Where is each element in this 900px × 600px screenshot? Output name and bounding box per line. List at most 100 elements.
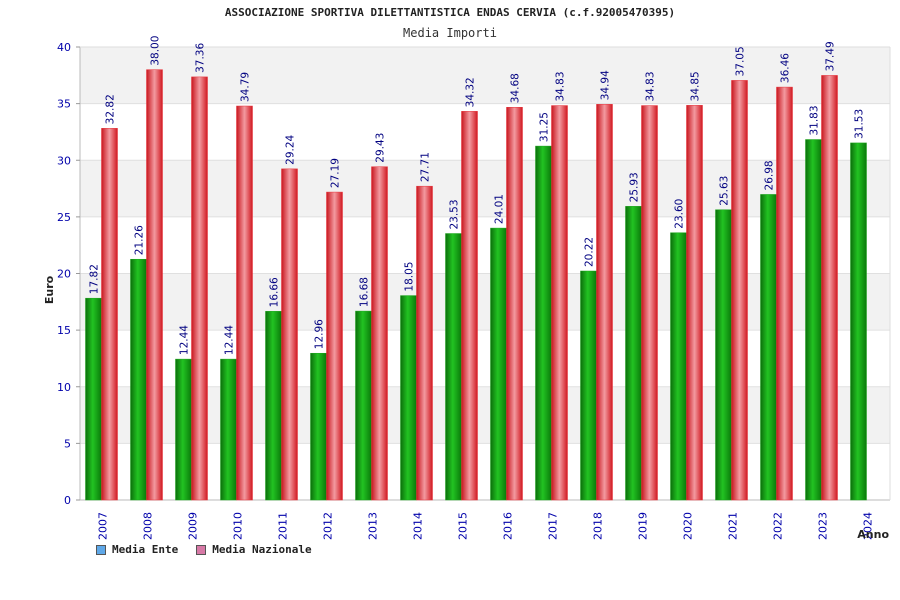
bar-media-nazionale (776, 86, 793, 501)
x-tick-label: 2020 (682, 512, 695, 540)
bar-media-ente (850, 142, 867, 501)
grid-band (80, 386, 890, 444)
data-label: 34.68 (510, 73, 522, 103)
legend-item-nazionale: Media Nazionale (196, 543, 312, 556)
x-tick-label: 2012 (322, 512, 335, 540)
x-tick-label: 2013 (367, 512, 380, 540)
bar-media-nazionale (101, 128, 118, 501)
legend-label-nazionale: Media Nazionale (212, 543, 312, 556)
bar-media-ente (535, 145, 552, 501)
bar-media-nazionale (146, 69, 163, 501)
y-tick-label: 15 (57, 324, 71, 337)
legend-label-ente: Media Ente (112, 543, 179, 556)
chart-title: ASSOCIAZIONE SPORTIVA DILETTANTISTICA EN… (224, 6, 676, 19)
data-label: 21.26 (134, 225, 146, 255)
bar-media-ente (445, 233, 462, 501)
y-tick-label: 30 (57, 154, 71, 167)
bar-media-ente (355, 310, 372, 501)
bar-media-nazionale (506, 106, 523, 501)
bar-media-nazionale (371, 166, 388, 501)
bar-media-nazionale (596, 104, 613, 501)
data-label: 31.25 (539, 112, 551, 142)
bar-media-nazionale (461, 111, 478, 501)
y-axis-label: Euro (43, 275, 56, 304)
y-tick-label: 40 (57, 41, 71, 54)
grid-band (80, 273, 890, 331)
data-label: 32.82 (105, 94, 117, 124)
bar-media-ente (310, 352, 327, 501)
x-tick-label: 2014 (412, 512, 425, 540)
y-tick-label: 5 (64, 437, 71, 450)
bar-media-ente (490, 227, 507, 501)
x-tick-label: 2023 (817, 512, 830, 540)
bar-media-ente (85, 297, 102, 501)
data-label: 34.94 (600, 70, 612, 100)
data-label: 23.60 (674, 199, 686, 229)
data-label: 16.66 (269, 277, 281, 307)
data-label: 34.85 (690, 71, 702, 101)
data-label: 25.63 (719, 176, 731, 206)
data-label: 29.24 (285, 134, 297, 164)
bar-media-ente (670, 232, 687, 501)
y-tick-label: 25 (57, 211, 71, 224)
bar-media-nazionale (416, 185, 433, 501)
bar-media-nazionale (821, 75, 838, 501)
bar-media-ente (580, 270, 597, 501)
bar-media-nazionale (281, 168, 298, 501)
data-label: 12.96 (314, 319, 326, 349)
legend-swatch-ente (96, 544, 106, 555)
data-label: 18.05 (404, 262, 416, 292)
y-tick-label: 35 (57, 98, 71, 111)
bar-media-ente (400, 295, 417, 501)
data-label: 34.32 (465, 77, 477, 107)
legend-swatch-nazionale (196, 544, 207, 555)
x-tick-label: 2018 (592, 512, 605, 540)
chart-subtitle: Media Importi (403, 26, 497, 40)
x-tick-label: 2017 (547, 512, 560, 540)
data-label: 27.19 (330, 158, 342, 188)
x-tick-label: 2011 (277, 512, 290, 540)
x-tick-label: 2009 (187, 512, 200, 540)
bar-media-ente (715, 209, 732, 501)
x-tick-label: 2021 (727, 512, 740, 540)
bar-media-nazionale (686, 105, 703, 501)
bar-media-nazionale (731, 80, 748, 501)
bar-media-ente (265, 311, 282, 501)
data-label: 12.44 (224, 325, 236, 355)
x-tick-label: 2008 (142, 512, 155, 540)
data-label: 34.83 (645, 71, 657, 101)
x-tick-label: 2024 (862, 512, 875, 540)
y-tick-label: 10 (57, 381, 71, 394)
data-label: 27.71 (420, 152, 432, 182)
data-label: 37.05 (735, 46, 747, 76)
data-label: 20.22 (584, 237, 596, 267)
bar-media-ente (805, 139, 822, 501)
x-tick-label: 2016 (502, 512, 515, 540)
bar-media-nazionale (641, 105, 658, 501)
data-label: 26.98 (764, 160, 776, 190)
x-tick-label: 2015 (457, 512, 470, 540)
data-label: 23.53 (449, 199, 461, 229)
legend: Media Ente Media Nazionale (96, 543, 312, 556)
bar-media-ente (760, 194, 777, 501)
data-label: 25.93 (629, 172, 641, 202)
data-label: 17.82 (89, 264, 101, 294)
data-label: 38.00 (150, 36, 162, 66)
data-label: 37.49 (825, 41, 837, 71)
bar-media-nazionale (191, 76, 208, 501)
bar-media-nazionale (236, 105, 253, 501)
bar-media-ente (175, 358, 192, 501)
data-label: 34.79 (240, 72, 252, 102)
x-tick-label: 2022 (772, 512, 785, 540)
x-tick-label: 2010 (232, 512, 245, 540)
bar-media-ente (220, 358, 237, 501)
x-tick-label: 2007 (97, 512, 110, 540)
bar-media-ente (625, 206, 642, 501)
grid-band (80, 160, 890, 217)
data-label: 37.36 (195, 43, 207, 73)
bar-media-ente (130, 258, 147, 501)
bar-media-nazionale (551, 105, 568, 501)
data-label: 34.83 (555, 71, 567, 101)
